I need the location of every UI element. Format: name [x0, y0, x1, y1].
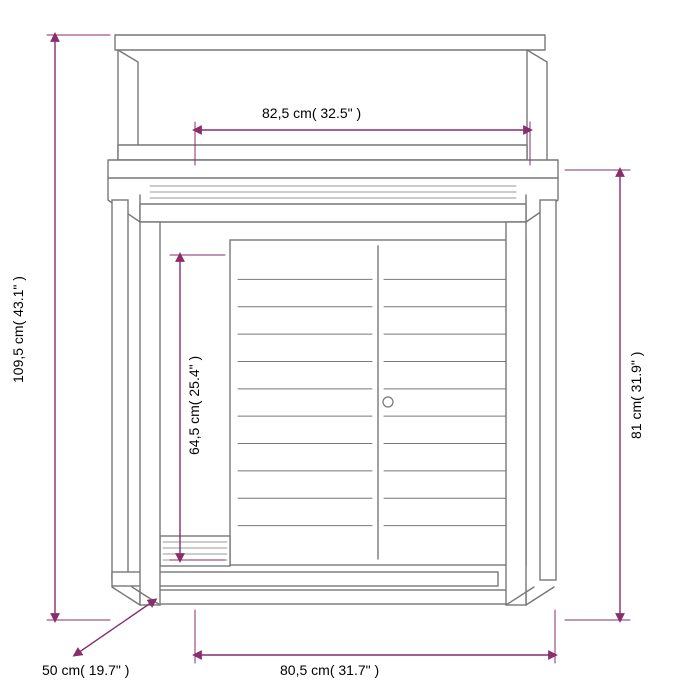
- dim-inner-height: 64,5 cm( 25.4" ): [186, 320, 202, 490]
- dim-total-height: 109,5 cm( 43.1" ): [10, 240, 26, 420]
- dim-right-height: 81 cm( 31.9" ): [628, 310, 644, 480]
- diagram-stage: 82,5 cm( 32.5" ) 109,5 cm( 43.1" ) 64,5 …: [0, 0, 700, 700]
- dim-top-width: 82,5 cm( 32.5" ): [262, 105, 361, 121]
- dim-depth: 50 cm( 19.7" ): [42, 662, 129, 678]
- dim-base-width: 80,5 cm( 31.7" ): [280, 662, 379, 678]
